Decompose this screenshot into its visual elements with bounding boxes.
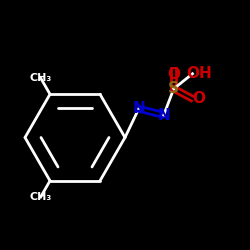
- Text: CH₃: CH₃: [30, 73, 52, 83]
- Text: OH: OH: [186, 66, 212, 81]
- Text: S: S: [168, 81, 179, 96]
- Text: N: N: [132, 101, 145, 116]
- Text: O: O: [167, 67, 180, 82]
- Text: CH₃: CH₃: [30, 192, 52, 202]
- Text: O: O: [192, 91, 205, 106]
- Text: N: N: [158, 108, 170, 122]
